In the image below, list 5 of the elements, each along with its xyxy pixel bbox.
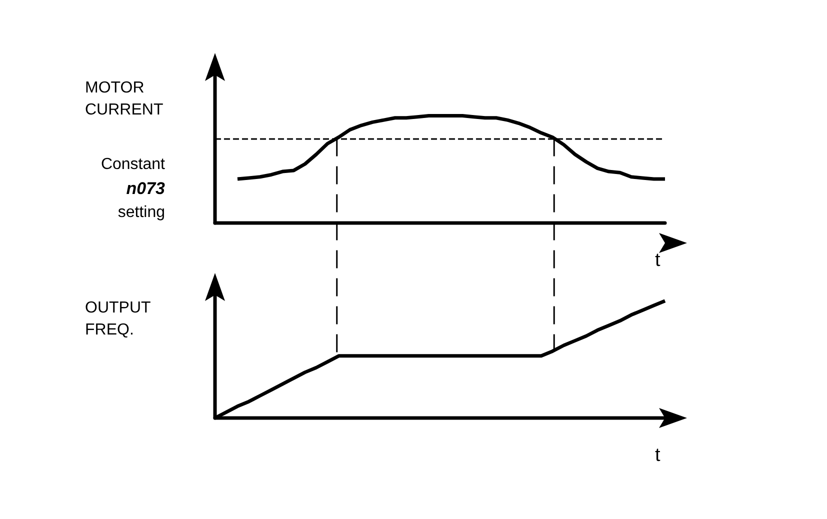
ref-line-label: Constant n073 setting [100, 156, 166, 221]
x-axis-title: t [655, 445, 661, 466]
y-axis-title: MOTOR CURRENT [85, 80, 164, 118]
y-axis-title: OUTPUT FREQ. [85, 300, 151, 338]
x-axis-title: t [655, 250, 661, 271]
